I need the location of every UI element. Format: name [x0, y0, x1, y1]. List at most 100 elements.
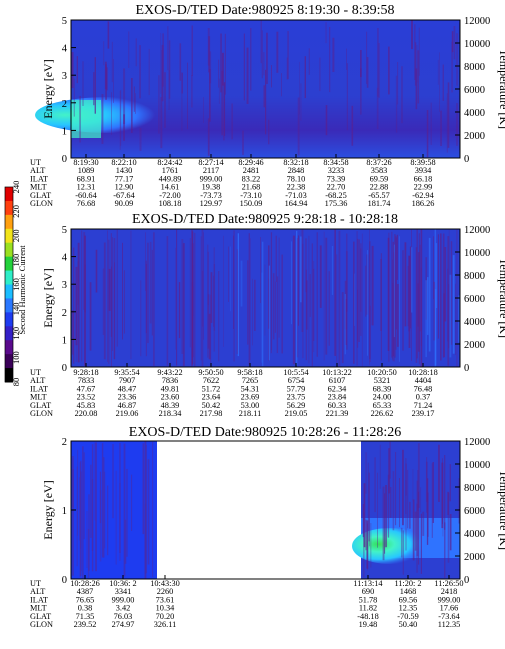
panel-3-streaks [71, 441, 461, 579]
streak [412, 469, 414, 502]
panel-1-streaks [71, 20, 461, 158]
streak [433, 281, 435, 341]
streak [449, 464, 451, 502]
row-label-alt: ALT [30, 587, 45, 596]
streak [208, 36, 211, 73]
cell-glat: -48.18 [357, 612, 378, 621]
y-tick-label: 0 [62, 154, 67, 165]
streak [325, 105, 328, 136]
panel-2-title: EXOS-D/TED Date:980925 9:28:18 - 10:28:1… [132, 212, 398, 227]
streak [402, 250, 404, 351]
streak [133, 86, 135, 112]
cell-mlt: 21.68 [242, 183, 261, 192]
colorbar-tick-label: 140 [11, 303, 21, 316]
streak [91, 479, 94, 551]
panel-2-y-axis: 0 1 2 3 4 5 [62, 225, 76, 374]
cell-ut: 10:13:22 [322, 368, 352, 377]
cell-glon: 217.98 [200, 409, 223, 418]
streak [178, 282, 181, 339]
colorbar-tick-label: 240 [11, 181, 21, 194]
streak [152, 441, 154, 578]
streak [95, 249, 98, 293]
cell-glon: 164.94 [285, 199, 309, 208]
streak [79, 95, 81, 143]
streak [80, 471, 82, 549]
colorbar-segment [5, 298, 13, 313]
streak [402, 449, 404, 526]
y2-tick-label: 4000 [464, 108, 485, 119]
streak [304, 56, 306, 99]
streak [107, 230, 108, 362]
streak [153, 232, 155, 366]
streak [86, 511, 88, 568]
cell-glon: 108.18 [159, 199, 182, 208]
streak [268, 278, 270, 361]
cell-glat: -73.64 [438, 612, 460, 621]
y-tick-label: 3 [62, 71, 67, 82]
panel-2-plot [70, 228, 461, 368]
streak [207, 251, 209, 305]
cell-ilat: 62.34 [328, 384, 348, 393]
y2-tick-label: 6000 [464, 294, 485, 305]
cell-ilat: 68.91 [77, 174, 96, 183]
row-label-glat: GLAT [30, 191, 51, 200]
y2-tick-label: 2000 [464, 131, 485, 142]
streak [230, 246, 231, 312]
cell-alt: 7833 [78, 376, 95, 385]
y2-tick-label: 10000 [464, 39, 490, 50]
cell-alt: 1468 [400, 587, 417, 596]
cell-ut: 8:27:14 [198, 158, 224, 167]
y-tick-label: 4 [62, 253, 68, 264]
streak [179, 43, 182, 81]
cell-mlt: 23.36 [118, 393, 137, 402]
cell-alt: 7265 [242, 376, 259, 385]
streak [142, 443, 145, 535]
cell-glat: 71.24 [414, 401, 434, 410]
cell-ut: 8:29:46 [238, 158, 263, 167]
streak [139, 127, 142, 151]
y2-tick-label: 12000 [464, 225, 490, 236]
streak [131, 78, 133, 133]
cell-ut: 9:43:22 [157, 368, 182, 377]
streak [448, 229, 450, 310]
streak [101, 94, 104, 144]
streak [281, 254, 283, 354]
cell-ilat: 77.17 [115, 174, 134, 183]
streak [203, 97, 204, 123]
streak [455, 283, 456, 356]
panel-2-y2-axis: 0 2000 4000 6000 8000 10000 12000 [455, 225, 490, 374]
streak [344, 294, 346, 355]
streak [449, 274, 452, 358]
cell-glon: 112.35 [438, 620, 461, 629]
y2-tick-label: 4000 [464, 317, 485, 328]
streak [233, 235, 234, 329]
cell-mlt: 14.61 [161, 183, 180, 192]
cell-mlt: 23.75 [287, 393, 306, 402]
cell-ut: 9:35:54 [114, 368, 140, 377]
row-label-ut: UT [30, 158, 41, 167]
colorbar-segment [5, 228, 13, 244]
streak [207, 244, 209, 358]
streak [106, 67, 108, 91]
streak [446, 93, 448, 153]
cell-alt: 3341 [115, 587, 132, 596]
panel-1-title: EXOS-D/TED Date:980925 8:19:30 - 8:39:58 [136, 3, 395, 18]
panel-1: EXOS-D/TED Date:980925 8:19:30 - 8:39:58… [30, 3, 505, 208]
streak [431, 463, 433, 538]
y-tick-label: 1 [62, 335, 67, 346]
streak [302, 243, 304, 359]
cell-alt: 2260 [157, 587, 174, 596]
streak [316, 232, 318, 357]
streak [231, 103, 233, 140]
colorbar-ticks: 80 100 120 140 160 180 200 220 240 [11, 181, 21, 387]
y-tick-label: 2 [62, 99, 67, 110]
cell-alt: 5321 [374, 376, 391, 385]
y-tick-label: 2 [62, 437, 67, 448]
panel-1-y2-label: Temperature [K] [497, 49, 505, 129]
streak [89, 282, 92, 351]
panel-3-info-table: UT 10:28:26 10:36: 2 10:43:30 11:13:14 11:20:… [30, 575, 464, 629]
streak [380, 259, 382, 331]
colorbar-frame [4, 186, 14, 383]
colorbar-tick-label: 220 [11, 205, 21, 218]
streak [366, 57, 369, 88]
